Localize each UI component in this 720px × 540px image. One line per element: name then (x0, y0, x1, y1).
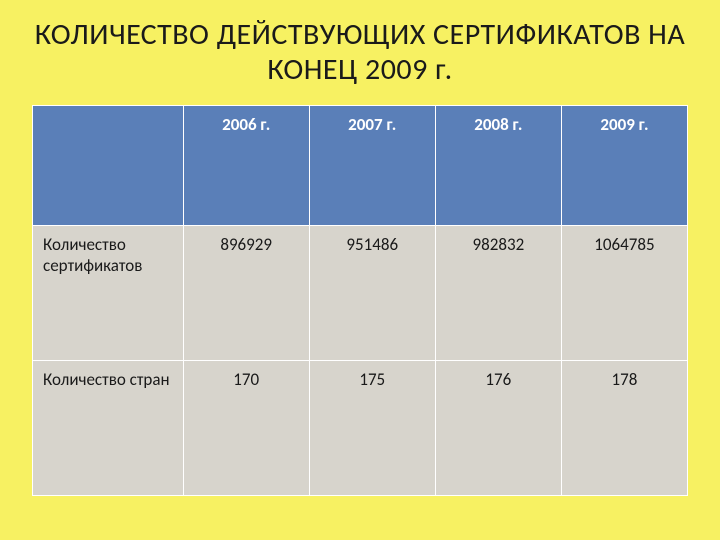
table-cell: 175 (309, 361, 435, 496)
table-row: Количество сертификатов 896929 951486 98… (33, 226, 688, 361)
table-header-row: 2006 г. 2007 г. 2008 г. 2009 г. (33, 106, 688, 226)
col-header: 2008 г. (435, 106, 561, 226)
row-label: Количество стран (33, 361, 184, 496)
table-cell: 951486 (309, 226, 435, 361)
table-cell: 178 (561, 361, 687, 496)
table-row: Количество стран 170 175 176 178 (33, 361, 688, 496)
page-title: КОЛИЧЕСТВО ДЕЙСТВУЮЩИХ СЕРТИФИКАТОВ НА К… (32, 18, 688, 87)
table-cell: 896929 (183, 226, 309, 361)
table-cell: 170 (183, 361, 309, 496)
col-header: 2009 г. (561, 106, 687, 226)
row-label: Количество сертификатов (33, 226, 184, 361)
table-cell: 982832 (435, 226, 561, 361)
data-table: 2006 г. 2007 г. 2008 г. 2009 г. Количест… (32, 105, 688, 496)
col-header: 2006 г. (183, 106, 309, 226)
table-cell: 176 (435, 361, 561, 496)
col-header: 2007 г. (309, 106, 435, 226)
col-header-empty (33, 106, 184, 226)
table-cell: 1064785 (561, 226, 687, 361)
